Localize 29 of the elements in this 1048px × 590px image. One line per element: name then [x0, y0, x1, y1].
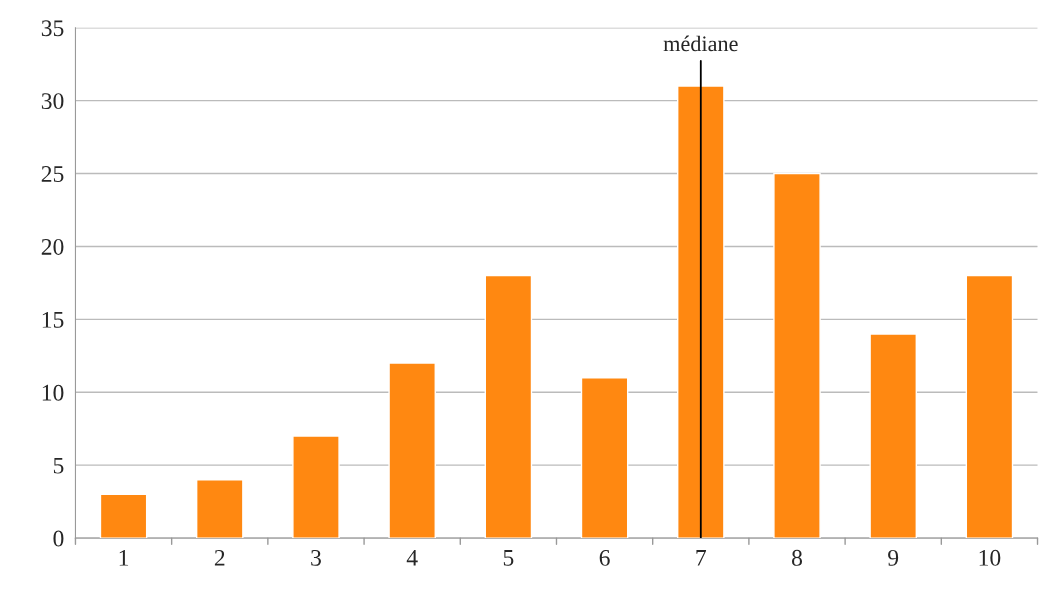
bar [388, 362, 436, 539]
bar [677, 85, 725, 539]
x-tick-label: 1 [119, 549, 129, 566]
bar [292, 435, 340, 539]
x-tick-label: 9 [888, 549, 899, 566]
bar [773, 172, 821, 539]
bar [869, 333, 917, 539]
bar [99, 493, 148, 539]
bar [580, 376, 629, 539]
x-tick-label: 5 [503, 550, 514, 566]
x-tick-label: 8 [792, 549, 803, 566]
bar [484, 274, 533, 539]
x-tick-label: 10 [979, 549, 1001, 566]
x-tick-label: 7 [696, 550, 707, 566]
x-tick-label: 2 [214, 549, 225, 566]
y-tick-label: 20 [41, 238, 64, 255]
y-tick-label: 25 [41, 166, 64, 182]
y-tick-label: 30 [41, 93, 64, 110]
y-tick-label: 5 [53, 457, 64, 474]
y-tick-label: 0 [53, 530, 64, 547]
bar [195, 479, 244, 539]
bar [965, 274, 1014, 539]
x-tick-label: 6 [599, 549, 610, 566]
y-tick-label: 15 [42, 311, 64, 328]
y-tick-label: 35 [41, 20, 64, 37]
x-tick-label: 3 [311, 549, 321, 566]
y-tick-label: 10 [42, 384, 64, 401]
ref-line-label: médiane [663, 35, 738, 52]
x-tick-label: 4 [406, 550, 418, 566]
